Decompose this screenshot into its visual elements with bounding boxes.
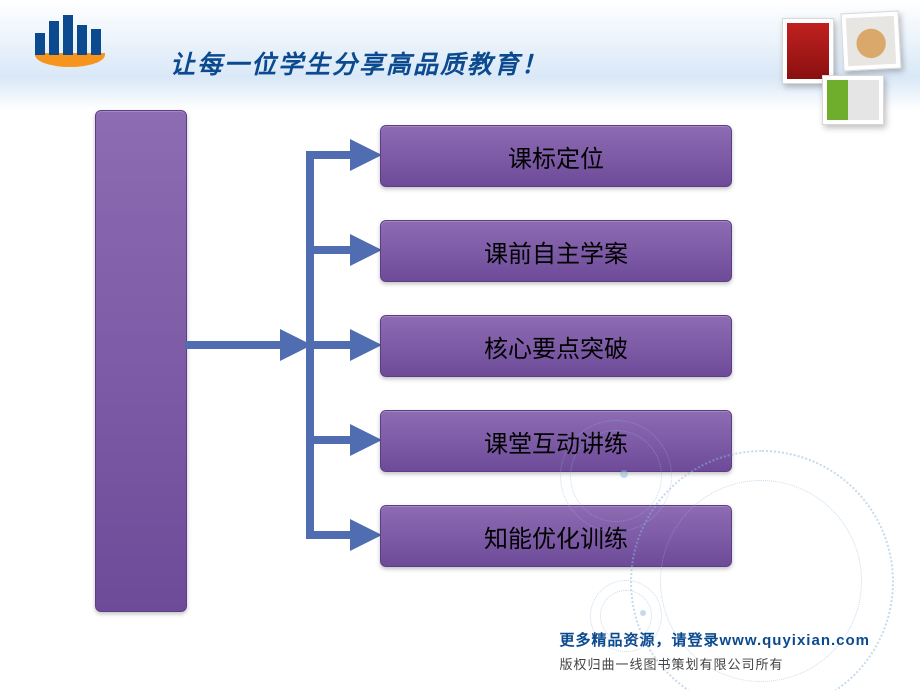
- footer-prefix: 更多精品资源，请登录: [560, 632, 720, 649]
- connector-arrows: [185, 100, 380, 620]
- brand-logo: [35, 15, 105, 75]
- logo-swoosh: [35, 53, 105, 67]
- header-slogan: 让每一位学生分享高品质教育！: [170, 45, 548, 81]
- footer-resource-line: 更多精品资源，请登录www.quyixian.com: [560, 628, 871, 654]
- diagram-stage: 第三节 探究外力做功与 物体动能变化的关系 课标定位课前自主学案核心要点突破课堂…: [0, 100, 920, 620]
- topic-item-3: 课堂互动讲练: [380, 410, 732, 472]
- logo-bars: [35, 15, 105, 55]
- topic-item-label: 课前自主学案: [484, 234, 628, 269]
- topic-item-label: 知能优化训练: [484, 519, 628, 554]
- topic-item-0: 课标定位: [380, 125, 732, 187]
- topic-item-label: 课标定位: [508, 139, 604, 174]
- topic-item-4: 知能优化训练: [380, 505, 732, 567]
- footer-copyright: 版权归曲一线图书策划有限公司所有: [560, 654, 871, 676]
- topic-item-1: 课前自主学案: [380, 220, 732, 282]
- topic-item-label: 课堂互动讲练: [484, 424, 628, 459]
- topic-item-2: 核心要点突破: [380, 315, 732, 377]
- topic-item-label: 核心要点突破: [484, 329, 628, 364]
- footer-url: www.quyixian.com: [720, 632, 870, 649]
- main-topic-box: 第三节 探究外力做功与 物体动能变化的关系: [95, 110, 187, 612]
- photo-frame-2: [841, 11, 902, 72]
- footer: 更多精品资源，请登录www.quyixian.com 版权归曲一线图书策划有限公…: [560, 628, 871, 676]
